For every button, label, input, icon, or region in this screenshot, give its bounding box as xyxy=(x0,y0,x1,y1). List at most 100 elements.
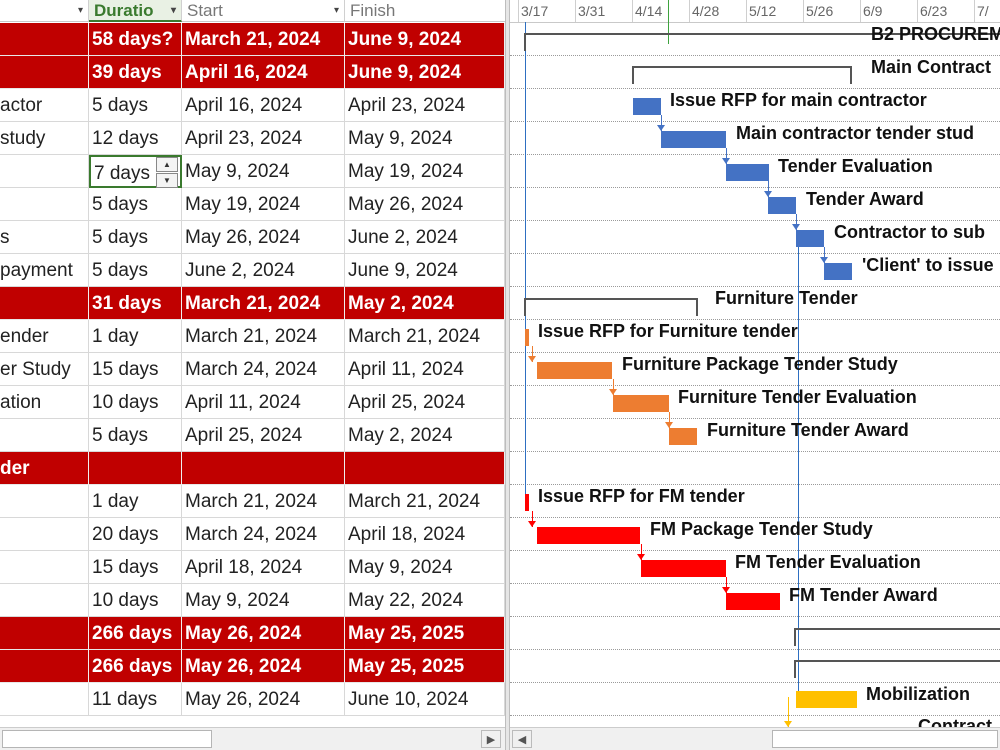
cell-name[interactable] xyxy=(0,551,89,584)
task-row[interactable]: er Study 15 days March 24, 2024 April 11, 2… xyxy=(0,353,505,386)
cell-finish[interactable] xyxy=(345,452,505,485)
scroll-left-icon[interactable]: ◀ xyxy=(512,730,532,748)
task-bar[interactable] xyxy=(525,494,529,511)
cell-name[interactable]: payment xyxy=(0,254,89,287)
cell-finish[interactable]: May 19, 2024 xyxy=(345,155,505,188)
cell-duration[interactable]: 15 days xyxy=(89,551,182,584)
spin-down-icon[interactable]: ▼ xyxy=(156,173,178,188)
cell-finish[interactable]: June 9, 2024 xyxy=(345,23,505,56)
cell-finish[interactable]: May 2, 2024 xyxy=(345,419,505,452)
cell-finish[interactable]: May 25, 2025 xyxy=(345,617,505,650)
cell-name[interactable] xyxy=(0,650,89,683)
cell-duration[interactable]: 5 days xyxy=(89,419,182,452)
task-bar[interactable] xyxy=(726,593,780,610)
cell-start[interactable]: April 25, 2024 xyxy=(182,419,345,452)
scrollbar-thumb[interactable] xyxy=(2,730,212,748)
cell-duration[interactable]: 12 days xyxy=(89,122,182,155)
task-row[interactable]: 5 days April 25, 2024 May 2, 2024 xyxy=(0,419,505,452)
cell-name[interactable]: ender xyxy=(0,320,89,353)
summary-task-row[interactable]: 266 days May 26, 2024 May 25, 2025 xyxy=(0,650,505,683)
task-row[interactable]: 15 days April 18, 2024 May 9, 2024 xyxy=(0,551,505,584)
cell-name[interactable] xyxy=(0,23,89,56)
cell-start[interactable]: June 2, 2024 xyxy=(182,254,345,287)
cell-start[interactable]: May 9, 2024 xyxy=(182,584,345,617)
cell-finish[interactable]: May 9, 2024 xyxy=(345,122,505,155)
column-header-duration[interactable]: Duratio ▾ xyxy=(89,0,182,22)
summary-task-row[interactable]: der xyxy=(0,452,505,485)
cell-start[interactable]: April 18, 2024 xyxy=(182,551,345,584)
summary-bar[interactable] xyxy=(524,33,1000,51)
task-row[interactable]: 5 days May 19, 2024 May 26, 2024 xyxy=(0,188,505,221)
task-row[interactable]: 7 days May 9, 2024 May 19, 2024 ▲ ▼ xyxy=(0,155,505,188)
cell-finish[interactable]: May 2, 2024 xyxy=(345,287,505,320)
cell-duration[interactable]: 39 days xyxy=(89,56,182,89)
task-row[interactable]: 1 day March 21, 2024 March 21, 2024 xyxy=(0,485,505,518)
cell-finish[interactable]: June 9, 2024 xyxy=(345,56,505,89)
cell-start[interactable]: March 24, 2024 xyxy=(182,518,345,551)
cell-finish[interactable]: April 18, 2024 xyxy=(345,518,505,551)
cell-duration[interactable]: 5 days xyxy=(89,254,182,287)
task-bar[interactable] xyxy=(537,527,640,544)
task-row[interactable]: study 12 days April 23, 2024 May 9, 2024 xyxy=(0,122,505,155)
task-bar[interactable] xyxy=(613,395,669,412)
column-header-start[interactable]: Start ▾ xyxy=(182,0,345,22)
cell-start[interactable]: March 24, 2024 xyxy=(182,353,345,386)
cell-start[interactable]: April 16, 2024 xyxy=(182,89,345,122)
cell-finish[interactable]: March 21, 2024 xyxy=(345,320,505,353)
task-bar[interactable] xyxy=(525,329,529,346)
cell-finish[interactable]: April 25, 2024 xyxy=(345,386,505,419)
cell-name[interactable] xyxy=(0,188,89,221)
cell-start[interactable]: May 26, 2024 xyxy=(182,683,345,716)
cell-name[interactable] xyxy=(0,155,89,188)
task-row[interactable]: ender 1 day March 21, 2024 March 21, 2024 xyxy=(0,320,505,353)
task-bar[interactable] xyxy=(641,560,726,577)
cell-duration[interactable]: 10 days xyxy=(89,584,182,617)
cell-name[interactable] xyxy=(0,617,89,650)
cell-finish[interactable]: April 23, 2024 xyxy=(345,89,505,122)
cell-duration[interactable]: 15 days xyxy=(89,353,182,386)
chart-horizontal-scrollbar[interactable]: ◀ xyxy=(510,727,1000,750)
cell-name[interactable]: s xyxy=(0,221,89,254)
task-bar[interactable] xyxy=(768,197,796,214)
cell-name[interactable]: actor xyxy=(0,89,89,122)
cell-name[interactable] xyxy=(0,683,89,716)
summary-task-row[interactable]: 39 days April 16, 2024 June 9, 2024 xyxy=(0,56,505,89)
cell-duration[interactable]: 58 days? xyxy=(89,23,182,56)
cell-name[interactable] xyxy=(0,287,89,320)
view-splitter[interactable] xyxy=(505,0,510,750)
cell-name[interactable]: study xyxy=(0,122,89,155)
cell-finish[interactable]: June 2, 2024 xyxy=(345,221,505,254)
cell-start[interactable]: May 26, 2024 xyxy=(182,650,345,683)
task-bar[interactable] xyxy=(669,428,697,445)
scroll-right-icon[interactable]: ▶ xyxy=(481,730,501,748)
summary-bar[interactable] xyxy=(632,66,852,84)
scrollbar-thumb[interactable] xyxy=(772,730,998,748)
task-row[interactable]: payment 5 days June 2, 2024 June 9, 2024 xyxy=(0,254,505,287)
cell-finish[interactable]: May 25, 2025 xyxy=(345,650,505,683)
cell-finish[interactable]: April 11, 2024 xyxy=(345,353,505,386)
task-row[interactable]: 10 days May 9, 2024 May 22, 2024 xyxy=(0,584,505,617)
summary-task-row[interactable]: 31 days March 21, 2024 May 2, 2024 xyxy=(0,287,505,320)
task-bar[interactable] xyxy=(824,263,852,280)
cell-start[interactable]: March 21, 2024 xyxy=(182,485,345,518)
summary-task-row[interactable]: 58 days? March 21, 2024 June 9, 2024 xyxy=(0,23,505,56)
cell-start[interactable]: April 11, 2024 xyxy=(182,386,345,419)
task-bar[interactable] xyxy=(726,164,769,181)
cell-start[interactable]: May 9, 2024 xyxy=(182,155,345,188)
task-row[interactable]: ation 10 days April 11, 2024 April 25, 2024 xyxy=(0,386,505,419)
cell-finish[interactable]: June 10, 2024 xyxy=(345,683,505,716)
cell-start[interactable]: May 26, 2024 xyxy=(182,617,345,650)
cell-name[interactable] xyxy=(0,56,89,89)
cell-name[interactable] xyxy=(0,584,89,617)
task-row[interactable]: 11 days May 26, 2024 June 10, 2024 xyxy=(0,683,505,716)
task-row[interactable]: actor 5 days April 16, 2024 April 23, 2024 xyxy=(0,89,505,122)
cell-finish[interactable]: May 22, 2024 xyxy=(345,584,505,617)
cell-finish[interactable]: March 21, 2024 xyxy=(345,485,505,518)
cell-name[interactable]: der xyxy=(0,452,89,485)
column-header-finish[interactable]: Finish xyxy=(345,0,505,22)
cell-duration[interactable]: 31 days xyxy=(89,287,182,320)
sheet-horizontal-scrollbar[interactable]: ▶ xyxy=(0,727,505,750)
cell-finish[interactable]: June 9, 2024 xyxy=(345,254,505,287)
cell-finish[interactable]: May 26, 2024 xyxy=(345,188,505,221)
